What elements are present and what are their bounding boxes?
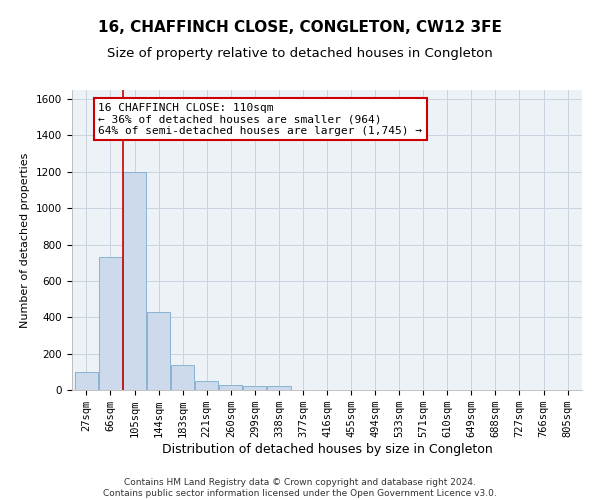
Text: 16, CHAFFINCH CLOSE, CONGLETON, CW12 3FE: 16, CHAFFINCH CLOSE, CONGLETON, CW12 3FE: [98, 20, 502, 35]
Bar: [123, 172, 146, 390]
Bar: [99, 258, 122, 390]
Text: 16 CHAFFINCH CLOSE: 110sqm
← 36% of detached houses are smaller (964)
64% of sem: 16 CHAFFINCH CLOSE: 110sqm ← 36% of deta…: [98, 102, 422, 136]
Bar: [147, 312, 170, 390]
Bar: [195, 381, 218, 390]
Bar: [267, 386, 290, 390]
Bar: [219, 384, 242, 390]
Bar: [171, 364, 194, 390]
Y-axis label: Number of detached properties: Number of detached properties: [20, 152, 31, 328]
Text: Contains HM Land Registry data © Crown copyright and database right 2024.
Contai: Contains HM Land Registry data © Crown c…: [103, 478, 497, 498]
Bar: [75, 372, 98, 390]
Bar: [243, 386, 266, 390]
Text: Size of property relative to detached houses in Congleton: Size of property relative to detached ho…: [107, 48, 493, 60]
X-axis label: Distribution of detached houses by size in Congleton: Distribution of detached houses by size …: [161, 443, 493, 456]
